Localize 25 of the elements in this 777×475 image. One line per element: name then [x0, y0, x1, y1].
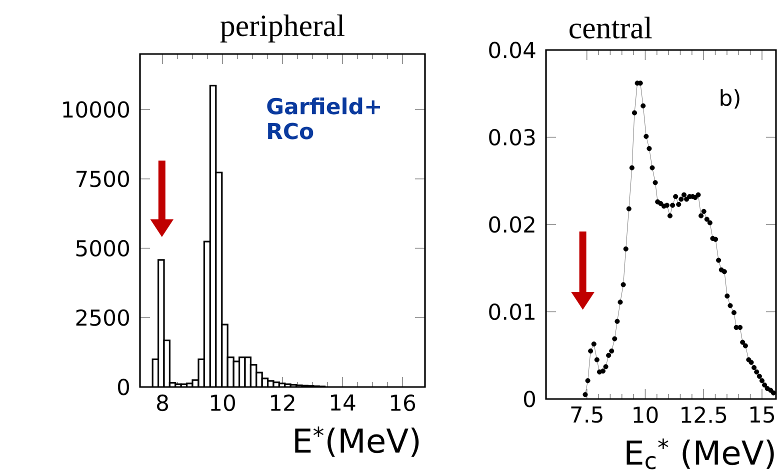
x-tick-label: 14 — [330, 394, 356, 410]
y-tick-label: 0.02 — [489, 216, 534, 233]
x-tick-label: 15 — [750, 406, 774, 423]
y-tick-label: 0.03 — [489, 128, 535, 146]
y-tick-label: 0.01 — [489, 303, 534, 320]
x-tick-label: 10 — [634, 406, 658, 424]
y-tick-label: 5000 — [76, 240, 130, 257]
x-tick-label: 7.5 — [571, 406, 602, 423]
y-tick-label: 10000 — [63, 101, 129, 118]
chart-title: central — [570, 16, 652, 38]
chart-title: peripheral — [220, 14, 344, 42]
y-tick-label: 0 — [118, 378, 130, 396]
y-tick-label: 0 — [524, 390, 536, 408]
y-tick-label: 7500 — [76, 170, 130, 188]
x-tick-label: 10 — [210, 394, 235, 412]
x-tick-label: 12.5 — [682, 406, 726, 424]
annotation: Garfield+ RCo — [267, 97, 380, 140]
x-tick-label: 12 — [270, 394, 294, 411]
x-tick-label: 16 — [390, 394, 416, 412]
y-tick-label: 0.04 — [489, 42, 536, 58]
x-axis-title: E$_{c}$$^{*}$ (MeV) — [626, 438, 774, 470]
y-tick-label: 2500 — [76, 309, 130, 326]
x-tick-label: 8 — [157, 394, 168, 412]
annotation: b) — [720, 89, 740, 109]
x-axis-title: E$^{*}$(MeV) — [295, 426, 419, 457]
